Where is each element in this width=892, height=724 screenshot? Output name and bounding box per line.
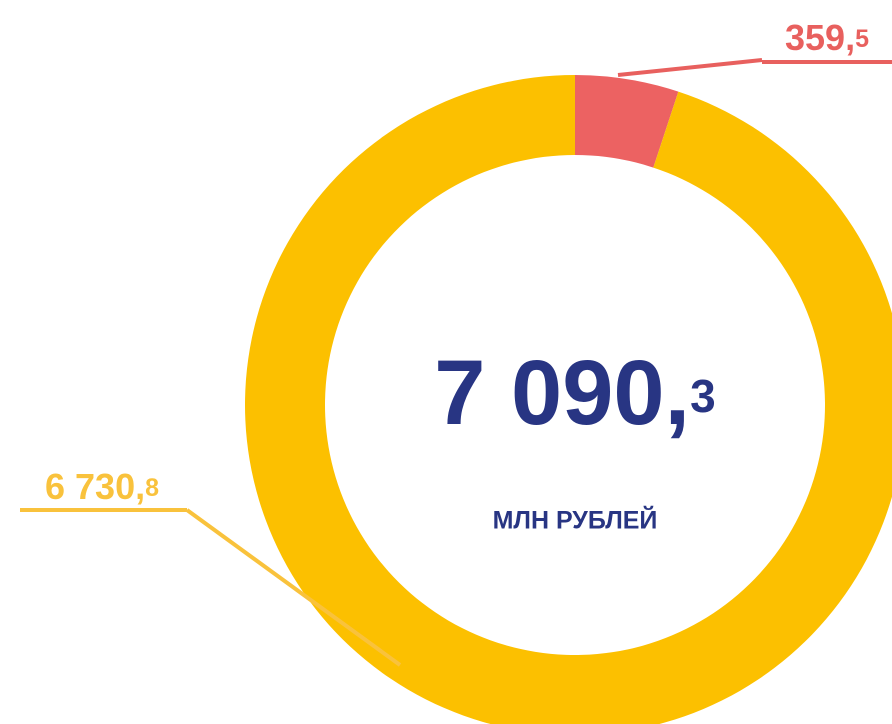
leader-line [617,58,763,77]
value-label: 359,5 [785,17,869,58]
center-total: 7 090,3 [434,342,715,444]
leader-line [185,508,402,667]
donut [245,75,892,724]
center-unit: МЛН РУБЛЕЙ [493,505,658,535]
value-label: 6 730,8 [45,466,159,507]
donut-slice [575,75,679,168]
